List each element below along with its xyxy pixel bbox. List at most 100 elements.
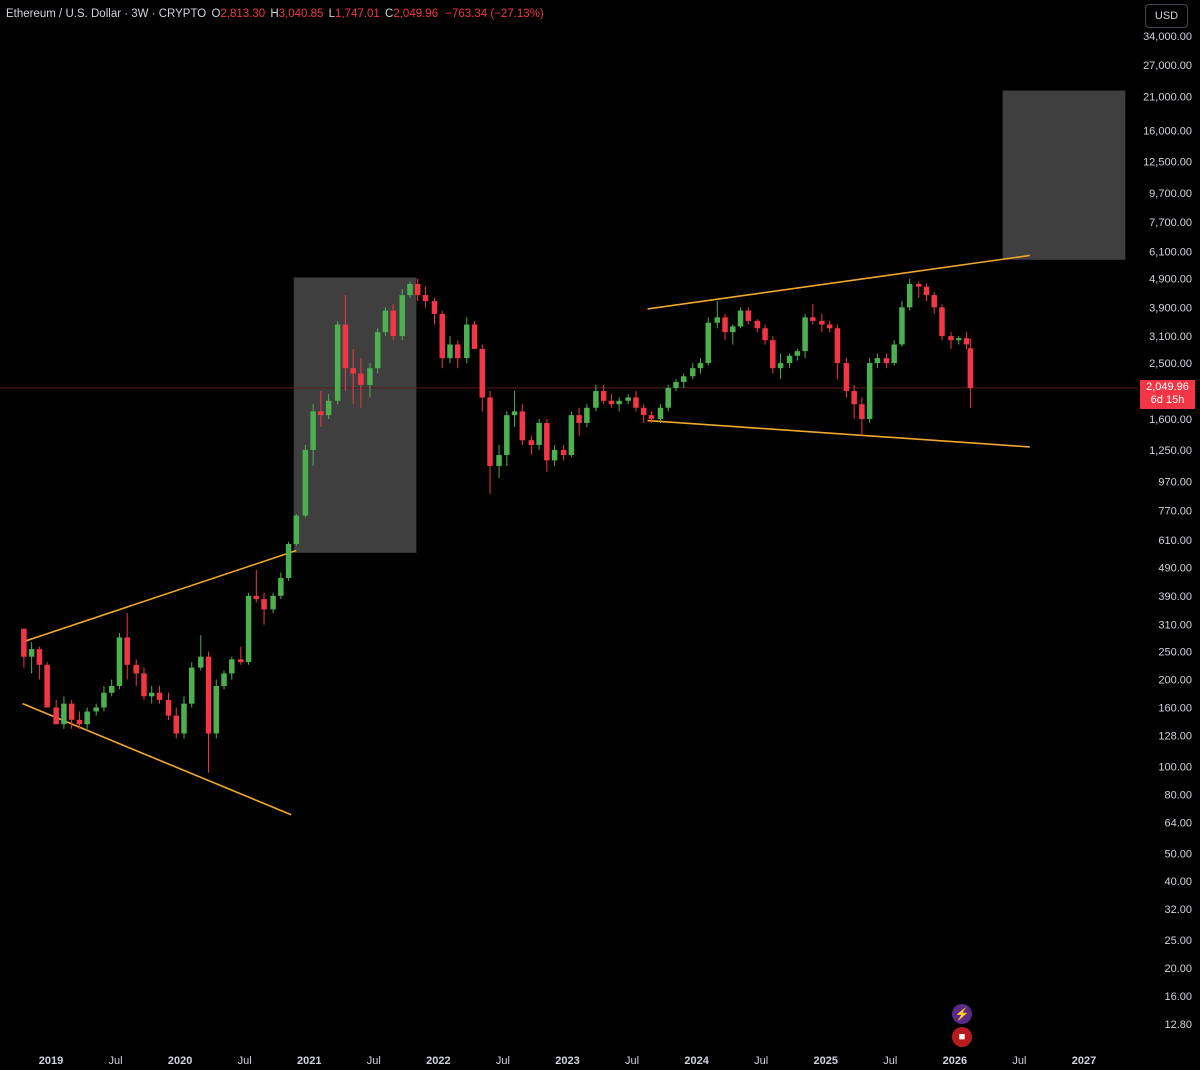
- candle: [584, 407, 590, 423]
- candle: [948, 336, 954, 341]
- candle: [454, 344, 461, 359]
- candle: [270, 595, 276, 610]
- candle: [568, 415, 575, 456]
- close-value: 2,049.96: [393, 8, 439, 20]
- candle: [608, 400, 615, 405]
- candle: [697, 363, 704, 369]
- trendline: [22, 549, 297, 643]
- candle: [61, 703, 67, 725]
- candle: [310, 411, 316, 450]
- candle: [165, 699, 172, 716]
- candle: [690, 368, 696, 377]
- y-axis-label: 12,500.00: [1143, 156, 1192, 168]
- candle: [181, 703, 187, 734]
- x-axis-label: Jul: [109, 1055, 123, 1067]
- current-price-label: 2,049.96 6d 15h: [1140, 380, 1195, 409]
- candle: [722, 317, 728, 333]
- us-flag-icon[interactable]: ■: [952, 1027, 972, 1047]
- low-key: L: [328, 8, 336, 20]
- lightning-icon[interactable]: ⚡: [952, 1004, 972, 1024]
- candle: [762, 328, 768, 341]
- candle: [293, 515, 300, 544]
- y-axis-label: 64.00: [1164, 817, 1192, 829]
- candle: [633, 397, 639, 408]
- y-axis-label: 16,000.00: [1143, 125, 1192, 137]
- candle: [939, 307, 945, 337]
- trendline: [22, 702, 292, 816]
- candle: [390, 310, 396, 337]
- candle: [810, 317, 816, 321]
- y-axis-label: 490.00: [1158, 562, 1192, 574]
- candle: [640, 407, 647, 416]
- y-axis-label: 3,900.00: [1149, 302, 1192, 314]
- candle: [318, 411, 324, 416]
- x-axis-label: Jul: [1012, 1055, 1026, 1067]
- candle: [826, 324, 833, 329]
- x-axis-label: 2024: [684, 1055, 709, 1067]
- candle: [334, 324, 341, 401]
- candle: [238, 659, 244, 663]
- open-value: 2,813.30: [220, 8, 266, 20]
- y-axis-label: 80.00: [1164, 789, 1192, 801]
- candle: [754, 320, 761, 329]
- candle: [76, 719, 83, 725]
- candle: [93, 707, 99, 712]
- candle: [156, 692, 163, 700]
- y-axis-label: 2,500.00: [1149, 358, 1192, 370]
- candle: [229, 659, 235, 674]
- y-axis-label: 128.00: [1158, 730, 1192, 742]
- candle: [399, 295, 405, 337]
- candle: [422, 295, 429, 302]
- y-axis-label: 16.00: [1164, 991, 1192, 1003]
- y-axis-label: 310.00: [1158, 620, 1192, 632]
- candle: [325, 400, 332, 416]
- candle: [374, 332, 381, 369]
- candle: [866, 363, 873, 419]
- close-key: C: [385, 8, 394, 20]
- candle: [551, 449, 558, 461]
- candle: [843, 363, 850, 392]
- x-axis-label: Jul: [883, 1055, 897, 1067]
- y-axis-label: 200.00: [1158, 675, 1192, 687]
- candle: [680, 376, 687, 382]
- y-axis-label: 4,900.00: [1149, 274, 1192, 286]
- y-axis-label: 610.00: [1158, 535, 1192, 547]
- candle: [350, 368, 356, 374]
- candle: [471, 324, 478, 349]
- candle: [124, 637, 130, 665]
- candle: [625, 397, 631, 401]
- candle: [786, 355, 793, 364]
- candle: [931, 295, 937, 308]
- y-axis-label: 20.00: [1164, 963, 1192, 975]
- candle: [261, 599, 267, 610]
- candle: [777, 363, 784, 369]
- y-axis-label: 34,000.00: [1143, 31, 1192, 43]
- candle: [544, 422, 550, 461]
- x-axis-label: 2023: [555, 1055, 579, 1067]
- candle: [173, 715, 180, 734]
- trendline: [647, 254, 1030, 310]
- y-axis-label: 25.00: [1164, 935, 1192, 947]
- candle: [245, 595, 252, 663]
- candle: [714, 317, 721, 323]
- candle: [213, 685, 220, 734]
- y-axis-label: 390.00: [1158, 591, 1192, 603]
- candle: [593, 391, 599, 408]
- candle: [616, 400, 622, 405]
- candle: [28, 649, 35, 657]
- currency-button[interactable]: USD: [1145, 4, 1188, 28]
- x-axis-label: Jul: [367, 1055, 381, 1067]
- candle: [133, 664, 139, 674]
- symbol-title[interactable]: Ethereum / U.S. Dollar · 3W · CRYPTO: [6, 8, 207, 20]
- candle: [859, 404, 865, 419]
- candle: [101, 692, 107, 708]
- candle: [528, 440, 535, 445]
- candle: [665, 387, 671, 408]
- y-axis-label: 27,000.00: [1143, 60, 1192, 72]
- x-axis-label: Jul: [496, 1055, 510, 1067]
- candle: [407, 283, 413, 296]
- candle: [198, 656, 204, 668]
- trendline: [647, 419, 1030, 448]
- candle: [819, 320, 825, 325]
